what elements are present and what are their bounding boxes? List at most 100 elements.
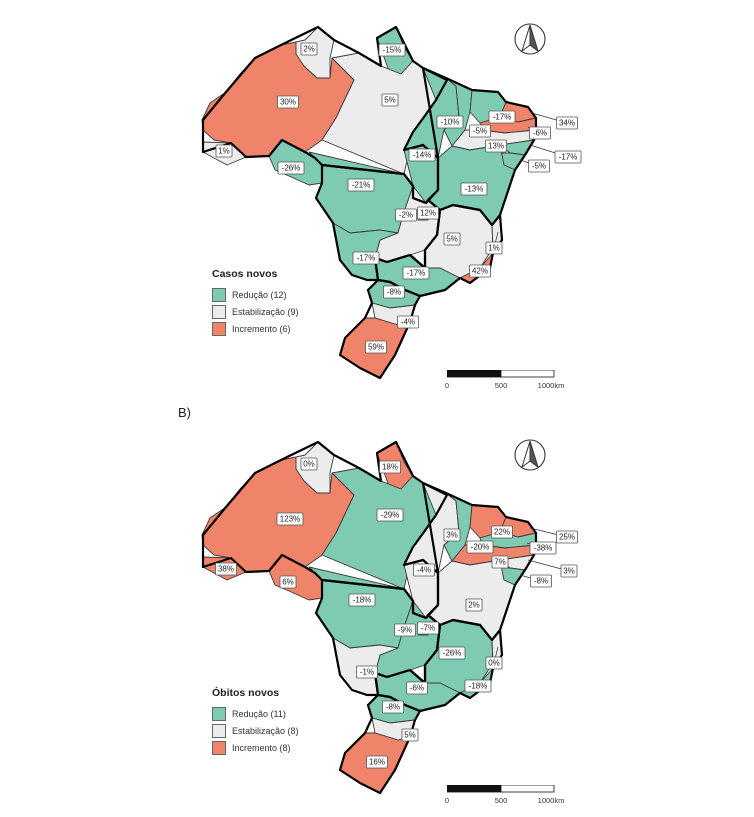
north-arrow-icon — [512, 22, 548, 61]
label-box — [279, 575, 297, 589]
label-box — [408, 148, 436, 162]
state-label-mg: -26% — [438, 646, 466, 660]
label-text: -26% — [443, 649, 462, 658]
label-box — [436, 115, 464, 129]
state-label-ba: 2% — [465, 598, 483, 612]
state-label-al: 3% — [527, 559, 578, 578]
label-text: -9% — [398, 626, 412, 635]
state-label-pe: 13% — [485, 139, 507, 153]
label-box — [465, 598, 483, 612]
region-border-4 — [338, 693, 422, 795]
legend-obitos: Óbitos novos Redução (11) Estabilização … — [212, 687, 299, 756]
label-box — [348, 593, 376, 607]
scale-bar — [447, 785, 555, 793]
label-text: -10% — [441, 118, 460, 127]
legend-swatch — [212, 304, 226, 319]
state-label-rr: 2% — [300, 42, 318, 56]
label-text: 3% — [563, 567, 575, 576]
label-box — [417, 621, 439, 635]
label-box — [347, 178, 375, 192]
label-box — [464, 679, 492, 693]
label-text: -26% — [282, 164, 301, 173]
label-text: 5% — [384, 96, 396, 105]
label-box — [395, 208, 417, 222]
region-border-4 — [338, 278, 422, 380]
state-label-sp: -6% — [406, 681, 428, 695]
label-box — [529, 126, 551, 140]
scale-labels: 0 500 1000km — [445, 381, 564, 391]
label-text: 38% — [218, 565, 234, 574]
state-label-al: -17% — [529, 144, 582, 164]
label-box — [485, 241, 503, 255]
state-label-pb: -38% — [526, 541, 557, 555]
state-label-ba: -13% — [460, 182, 488, 196]
label-box — [556, 116, 578, 130]
scale-label-0: 0 — [444, 796, 450, 805]
state-label-go: -2% — [395, 208, 417, 222]
state-label-ma: 3% — [443, 528, 461, 542]
state-label-ro: 6% — [279, 575, 297, 589]
legend-label: Incremento (6) — [232, 323, 291, 334]
label-box — [485, 139, 507, 153]
label-text: 1% — [488, 244, 500, 253]
legend-swatch — [212, 287, 226, 302]
state-label-se: -8% — [519, 574, 552, 588]
label-text: 5% — [446, 235, 458, 244]
label-box — [382, 700, 404, 714]
label-box — [378, 43, 406, 57]
label-text: 3% — [446, 531, 458, 540]
label-box — [491, 525, 513, 539]
label-box — [383, 285, 405, 299]
label-text: 12% — [420, 209, 436, 218]
label-text: -2% — [399, 211, 413, 220]
label-box — [485, 656, 503, 670]
scale-bar — [447, 370, 555, 378]
state-label-mg: 5% — [443, 232, 461, 246]
label-text: 123% — [280, 515, 300, 524]
state-label-rn: 25% — [529, 527, 578, 544]
region-border-3 — [373, 203, 504, 298]
label-box — [488, 110, 516, 124]
legend-swatch — [212, 706, 226, 721]
label-box — [413, 563, 435, 577]
label-box — [397, 315, 419, 329]
label-text: -5% — [532, 162, 546, 171]
label-text: -6% — [533, 129, 547, 138]
label-text: 59% — [368, 343, 384, 352]
label-text: -14% — [413, 151, 432, 160]
label-text: 0% — [303, 460, 315, 469]
state-label-mt: -18% — [348, 593, 376, 607]
label-box — [379, 460, 401, 474]
label-text: 25% — [559, 533, 575, 542]
label-text: -6% — [410, 684, 424, 693]
label-text: -4% — [401, 318, 415, 327]
label-text: 34% — [559, 119, 575, 128]
label-text: -13% — [465, 185, 484, 194]
legend-label: Estabilização (9) — [232, 306, 299, 317]
label-box — [365, 340, 387, 354]
label-text: -17% — [407, 269, 426, 278]
label-text: 0% — [488, 659, 500, 668]
region-border-2 — [421, 66, 538, 227]
state-label-ce: 22% — [491, 525, 513, 539]
region-border-0 — [201, 440, 449, 620]
label-text: -20% — [471, 543, 490, 552]
state-label-pe: 7% — [491, 555, 509, 569]
legend-item-incremento: Incremento (8) — [212, 739, 299, 756]
north-arrow-icon — [512, 438, 548, 477]
legend-swatch — [212, 740, 226, 755]
legend-item-incremento: Incremento (6) — [212, 320, 299, 337]
legend-item-reducao: Redução (11) — [212, 705, 299, 722]
legend-swatch — [212, 723, 226, 738]
state-label-rj: 42% — [469, 264, 491, 278]
label-text: -18% — [353, 596, 372, 605]
label-text: -8% — [534, 577, 548, 586]
label-box — [300, 42, 318, 56]
state-label-sp: -17% — [402, 266, 430, 280]
state-label-ms: -17% — [352, 251, 380, 265]
label-text: 18% — [382, 463, 398, 472]
state-label-am: 30% — [277, 95, 299, 109]
legend-title: Casos novos — [212, 268, 278, 280]
state-label-rs: 16% — [366, 755, 388, 769]
label-box — [277, 95, 299, 109]
